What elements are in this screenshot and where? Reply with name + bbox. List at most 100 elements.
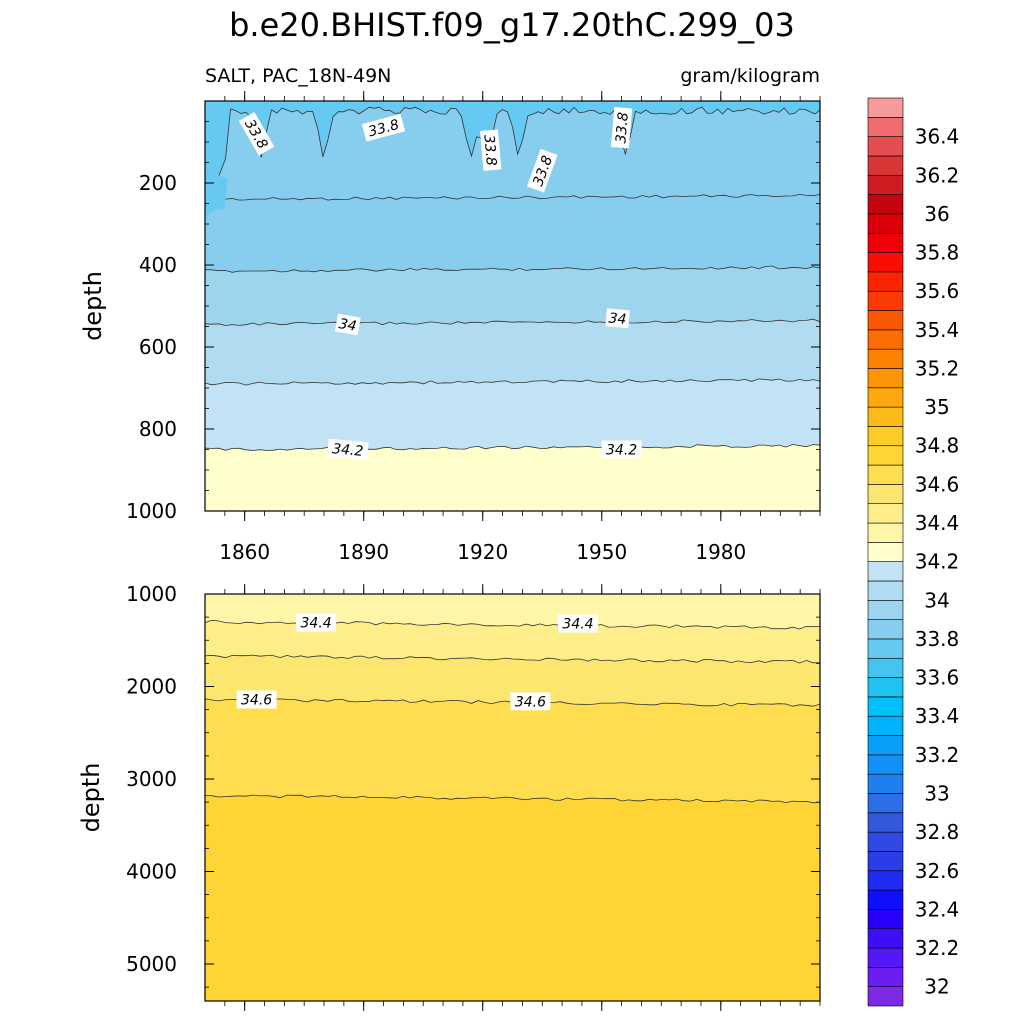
units-label: gram/kilogram	[680, 65, 820, 87]
y-tick-label: 400	[139, 253, 177, 277]
colorbar-box	[867, 754, 904, 775]
colorbar-box	[867, 503, 904, 524]
salinity-band	[205, 101, 820, 201]
contour-label: 34.4	[296, 613, 337, 632]
salinity-band	[205, 795, 820, 1001]
colorbar-box	[867, 445, 904, 466]
colorbar-box	[867, 484, 904, 505]
contour-label: 34	[605, 308, 630, 329]
colorbar-label: 34	[924, 588, 949, 612]
colorbar-label: 34.4	[915, 511, 960, 535]
colorbar-box	[867, 136, 904, 157]
contour-label-text: 34.4	[562, 617, 593, 633]
y-tick-label: 600	[139, 335, 177, 359]
contour-line	[204, 794, 821, 804]
contour-line	[204, 318, 821, 326]
subtitle-left: SALT, PAC_18N-49N	[205, 65, 391, 87]
colorbar-label: 33.8	[915, 627, 960, 651]
contour-label-bg	[238, 111, 275, 156]
colorbar-box	[867, 967, 904, 987]
salinity-band	[205, 655, 820, 707]
colorbar-box	[867, 928, 904, 949]
colorbar-box	[867, 561, 904, 582]
colorbar-label: 35	[924, 395, 949, 419]
salinity-band	[205, 194, 820, 273]
colorbar-label: 32.4	[915, 897, 960, 921]
colorbar-box	[867, 793, 904, 814]
y-tick-label: 2000	[126, 675, 177, 699]
colorbar-box	[867, 986, 904, 1007]
y-tick-label: 800	[139, 417, 177, 441]
contour-label: 34.6	[510, 692, 551, 711]
colorbar-box	[867, 870, 904, 891]
y-axis-label: depth	[79, 271, 107, 341]
contour-label-bg	[510, 692, 551, 711]
salinity-band	[205, 698, 820, 803]
colorbar-label: 35.6	[915, 279, 960, 303]
colorbar-box	[867, 599, 904, 620]
colorbar-label: 33.4	[915, 704, 960, 728]
x-tick-label: 1860	[219, 540, 270, 564]
contour-line	[204, 443, 821, 451]
colorbar-box	[867, 387, 904, 408]
colorbar-label: 36	[924, 202, 949, 226]
colorbar-box	[867, 638, 904, 659]
colorbar-box	[867, 464, 904, 485]
colorbar-box	[867, 812, 904, 833]
colorbar-label: 33.2	[915, 743, 960, 767]
contour-label-bg	[601, 440, 642, 459]
contour-label-bg	[236, 690, 277, 709]
y-axis-label: depth	[77, 763, 105, 833]
colorbar-label: 36.4	[915, 125, 960, 149]
contour-label-text: 33.8	[367, 117, 401, 141]
colorbar-box	[867, 406, 904, 427]
contour-label-text: 34.2	[331, 441, 364, 460]
colorbar-box	[867, 97, 904, 118]
contour-label-text: 34.6	[515, 694, 546, 710]
y-tick-label: 1000	[126, 499, 177, 523]
colorbar-label: 32.8	[915, 820, 960, 844]
surface-fresh-layer	[204, 100, 821, 212]
colorbar-label: 36.2	[915, 163, 960, 187]
colorbar-box	[867, 155, 904, 176]
contour-label-text: 33.8	[613, 111, 632, 144]
y-tick-label: 1000	[126, 582, 177, 606]
colorbar-box	[867, 909, 904, 930]
contour-label-text: 34	[337, 316, 357, 335]
contour-label-bg	[327, 438, 369, 461]
colorbar-box	[867, 522, 904, 543]
colorbar-label: 32.2	[915, 936, 960, 960]
colorbar-label: 35.2	[915, 357, 960, 381]
contour-label: 33.8	[610, 106, 633, 149]
colorbar-box	[867, 773, 904, 794]
y-tick-label: 5000	[126, 952, 177, 976]
colorbar-box	[867, 310, 904, 331]
colorbar-label: 35.4	[915, 318, 960, 342]
colorbar-label: 35.8	[915, 241, 960, 265]
contour-label: 34	[334, 313, 361, 336]
colorbar-label: 33	[924, 782, 949, 806]
colorbar-box	[867, 213, 904, 234]
colorbar-box	[867, 889, 904, 910]
contour-line	[204, 193, 821, 201]
colorbar-box	[867, 715, 904, 736]
colorbar-box	[867, 252, 904, 273]
colorbar-box	[867, 542, 904, 562]
colorbar-box	[867, 194, 904, 215]
x-tick-label: 1950	[576, 540, 627, 564]
salinity-band	[205, 266, 820, 326]
contour-label: 34.2	[601, 440, 642, 459]
colorbar-label: 33.6	[915, 666, 960, 690]
colorbar-box	[867, 619, 904, 640]
x-tick-label: 1980	[695, 540, 746, 564]
colorbar-box	[867, 348, 904, 369]
colorbar: 32 32.2 32.4 32.6 32.8 33 33.2 33.4 33.6 33.8 34 34…	[867, 97, 960, 1007]
salinity-band	[205, 620, 820, 664]
colorbar-label: 34.2	[915, 550, 960, 574]
colorbar-box	[867, 329, 904, 350]
contour-label-bg	[334, 313, 361, 336]
y-tick-label: 200	[139, 171, 177, 195]
